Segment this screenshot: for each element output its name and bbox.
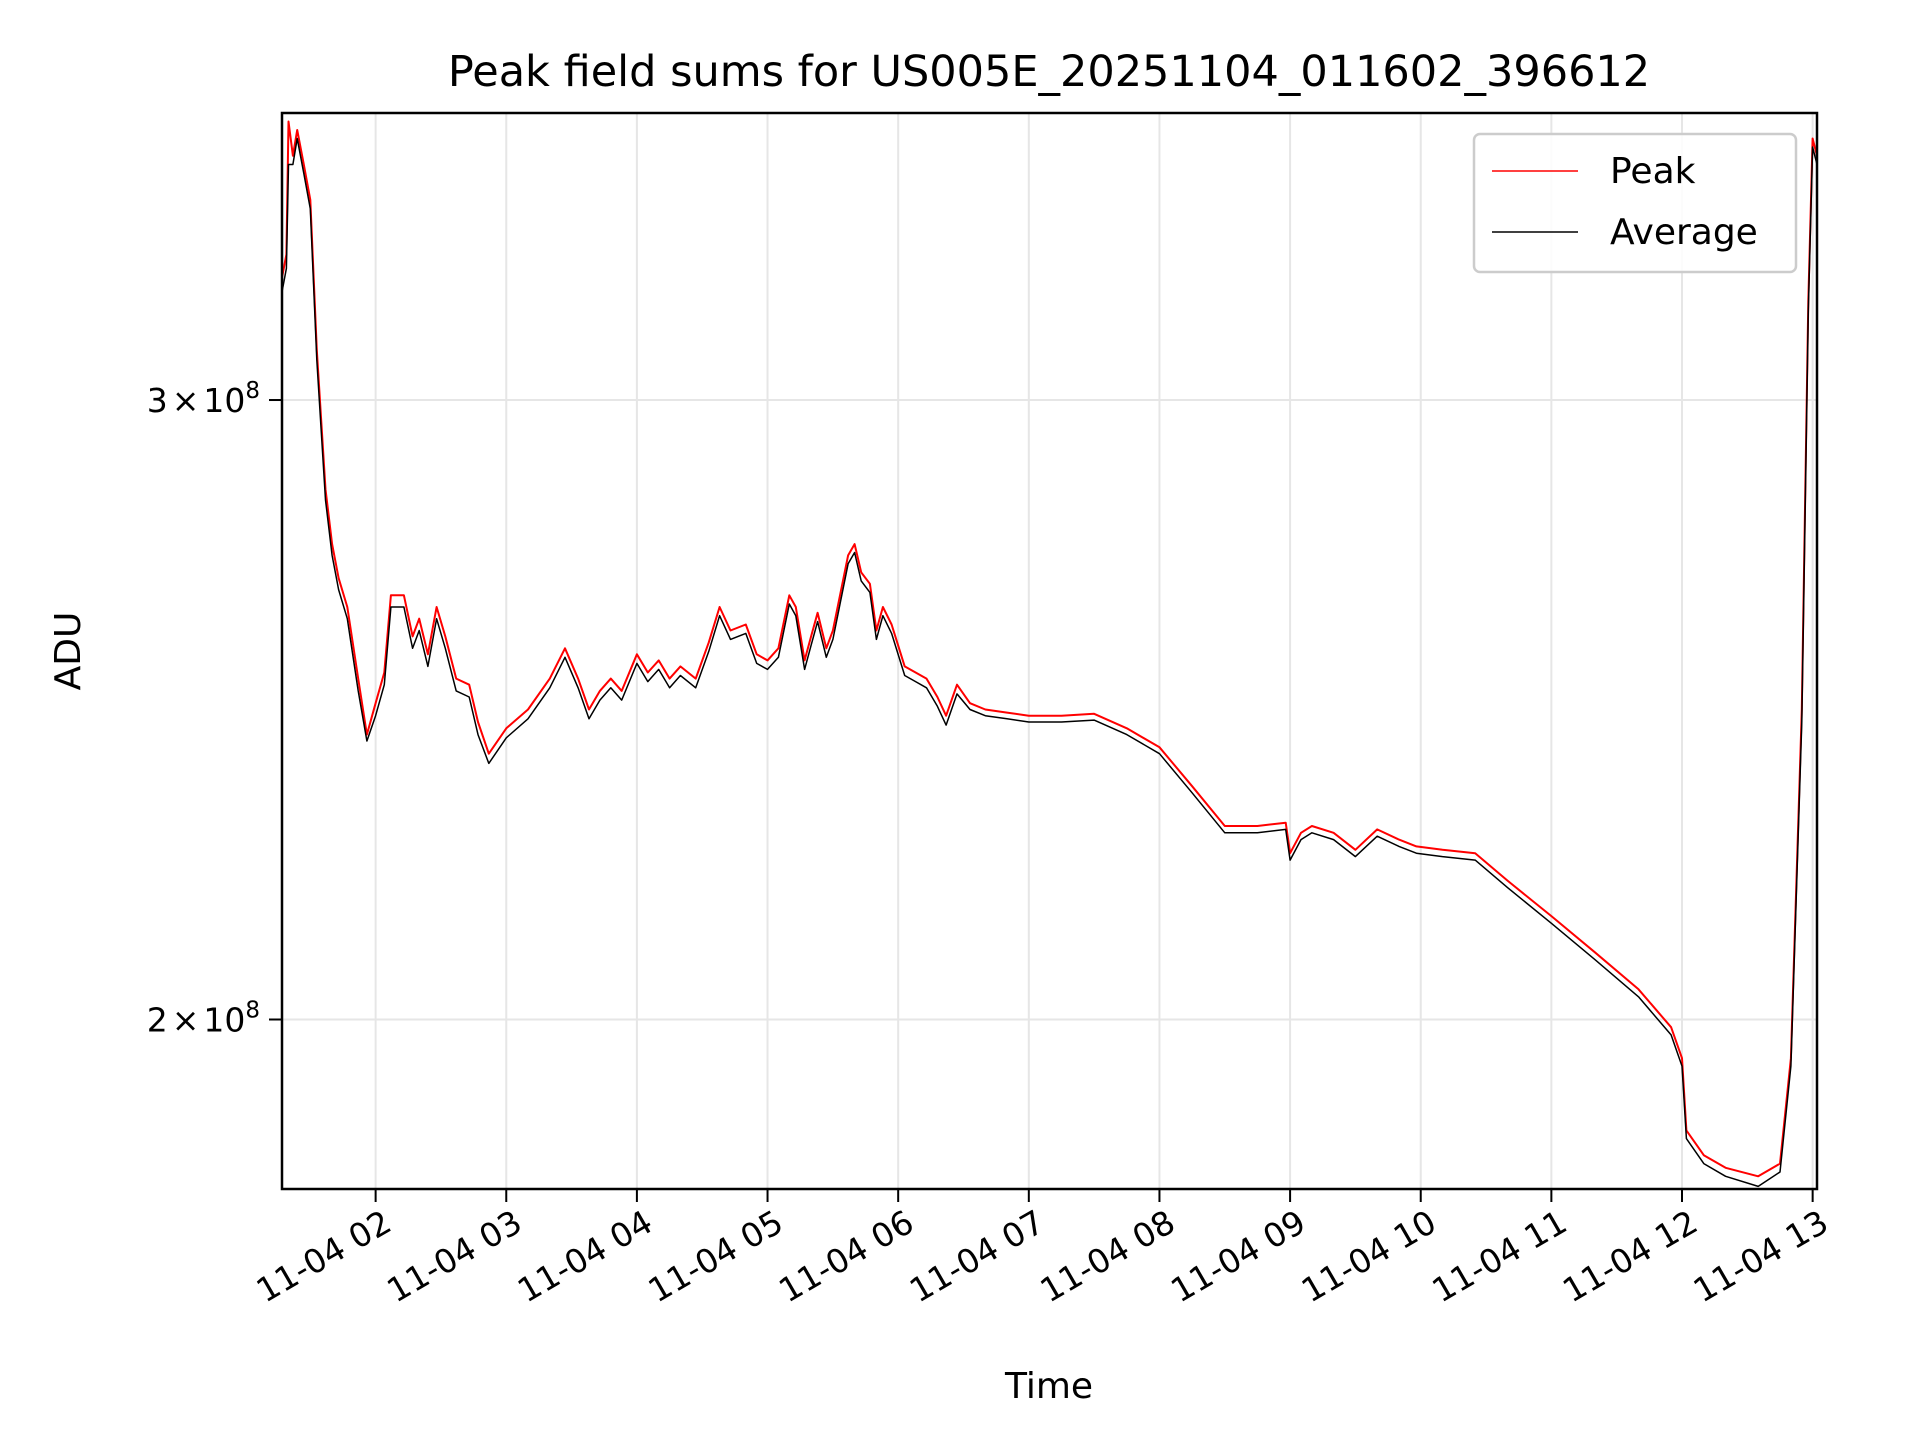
chart-title: Peak field sums for US005E_20251104_0116… [448,47,1650,97]
legend: Peak Average [1472,132,1798,274]
y-tick-mantissa: 2 [147,1001,168,1040]
y-tick-exponent: 8 [245,998,260,1024]
series-line-peak [281,120,1818,1178]
y-tick-label: 2 × 108 [147,998,260,1040]
series-layer [281,120,1818,1188]
y-tick-times: × [172,1001,200,1040]
legend-label-average: Average [1610,212,1758,253]
y-axis-label: ADU [48,612,89,691]
series-line-average [281,137,1818,1188]
y-tick-exponent: 8 [245,378,260,404]
legend-label-peak: Peak [1610,151,1696,192]
y-tick-base: 10 [203,381,245,420]
y-tick-mantissa: 3 [147,381,168,420]
y-tick-label: 3 × 108 [147,378,260,420]
grid-layer [282,113,1817,1189]
y-tick-base: 10 [203,1001,245,1040]
legend-box [1472,132,1798,274]
y-tick-times: × [172,381,200,420]
x-axis-label: Time [1004,1366,1093,1407]
plot-frame [280,111,1819,1191]
